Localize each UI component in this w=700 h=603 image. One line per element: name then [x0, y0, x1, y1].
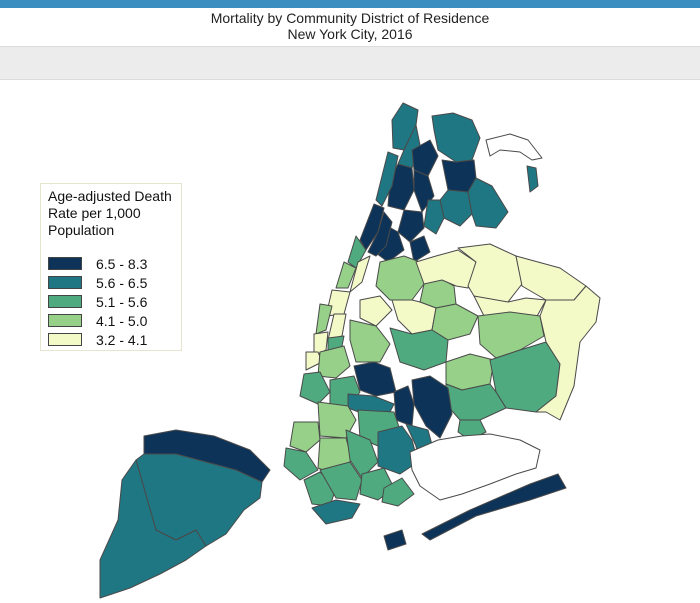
district-bx-morrisania [397, 209, 425, 243]
district-bk-sheepshead [381, 477, 415, 507]
legend-item: 6.5 - 8.3 [48, 254, 181, 273]
district-mn-chelsea [315, 303, 333, 335]
legend-swatch [48, 257, 82, 270]
map-legend: Age-adjusted Death Rate per 1,000 Popula… [40, 183, 182, 351]
bronx-districts [371, 102, 543, 263]
district-bk-jamaica-bay [409, 433, 541, 501]
map-title: Mortality by Community District of Resid… [210, 10, 490, 26]
district-mn-upper-west-side [335, 261, 357, 289]
district-bk-coney-island [311, 499, 361, 525]
legend-item: 4.1 - 5.0 [48, 311, 181, 330]
district-bx-throgs-neck [467, 177, 509, 229]
queens-districts [349, 243, 601, 551]
district-qn-flushing [415, 249, 477, 289]
district-qn-fresh-meadows [477, 311, 545, 359]
legend-title: Age-adjusted Death Rate per 1,000 Popula… [48, 188, 172, 238]
district-bx-islands [485, 133, 543, 161]
legend-label: 5.1 - 5.6 [96, 293, 148, 310]
nyc-community-district-map [99, 102, 601, 599]
brooklyn-districts [283, 345, 541, 525]
district-qn-breezy [383, 529, 407, 551]
district-mn-upper-east-side [349, 255, 371, 293]
district-bk-bushwick [353, 361, 397, 397]
district-si-south-shore [99, 459, 207, 599]
legend-label: 3.2 - 4.1 [96, 331, 148, 348]
district-qn-ridgewood [349, 319, 391, 363]
district-qn-sunnyside [359, 295, 393, 327]
toolbar-strip [0, 46, 700, 80]
manhattan-districts [305, 151, 399, 371]
district-bx-fordham [411, 139, 439, 177]
district-qn-elmhurst [391, 299, 437, 335]
district-mn-central-harlem [359, 203, 385, 251]
district-qn-woodhaven [389, 327, 449, 371]
legend-swatch [48, 314, 82, 327]
district-bk-flatbush [345, 429, 379, 479]
top-bar [0, 0, 700, 8]
district-qn-rockaway [421, 473, 567, 541]
legend-label: 5.6 - 6.5 [96, 274, 148, 291]
district-qn-astoria [375, 255, 425, 301]
legend-swatch [48, 333, 82, 346]
legend-item: 5.1 - 5.6 [48, 292, 181, 311]
map-title-block: Mortality by Community District of Resid… [0, 10, 700, 42]
legend-swatch [48, 276, 82, 289]
district-mn-east-harlem [367, 211, 393, 257]
district-bx-parkchester [439, 189, 473, 227]
district-bk-east-new-york [411, 375, 453, 439]
legend-item: 5.6 - 6.5 [48, 273, 181, 292]
district-bk-williamsburg [299, 371, 331, 405]
legend-list: 6.5 - 8.3 5.6 - 6.5 5.1 - 5.6 4.1 - 5.0 … [48, 254, 181, 349]
map-subtitle: New York City, 2016 [287, 26, 413, 42]
district-bk-greenpoint [317, 345, 351, 379]
district-bk-sunset-park [283, 447, 319, 481]
legend-label: 4.1 - 5.0 [96, 312, 148, 329]
district-bx-wakefield [431, 112, 481, 163]
district-qn-queens-village [515, 255, 587, 301]
district-bx-hunts-point [409, 235, 431, 263]
district-bk-park-slope [317, 401, 357, 439]
district-bk-bensonhurst [319, 461, 363, 501]
district-bx-city-island [526, 165, 539, 193]
district-bk-red-hook [289, 421, 321, 453]
district-qn-southeast [535, 285, 601, 421]
legend-item: 3.2 - 4.1 [48, 330, 181, 349]
legend-swatch [48, 295, 82, 308]
district-mn-washington-heights [375, 151, 399, 207]
district-bx-soundview [423, 199, 445, 235]
legend-label: 6.5 - 8.3 [96, 255, 148, 272]
district-bk-brownsville [393, 385, 415, 427]
staten-island-districts [99, 429, 271, 599]
